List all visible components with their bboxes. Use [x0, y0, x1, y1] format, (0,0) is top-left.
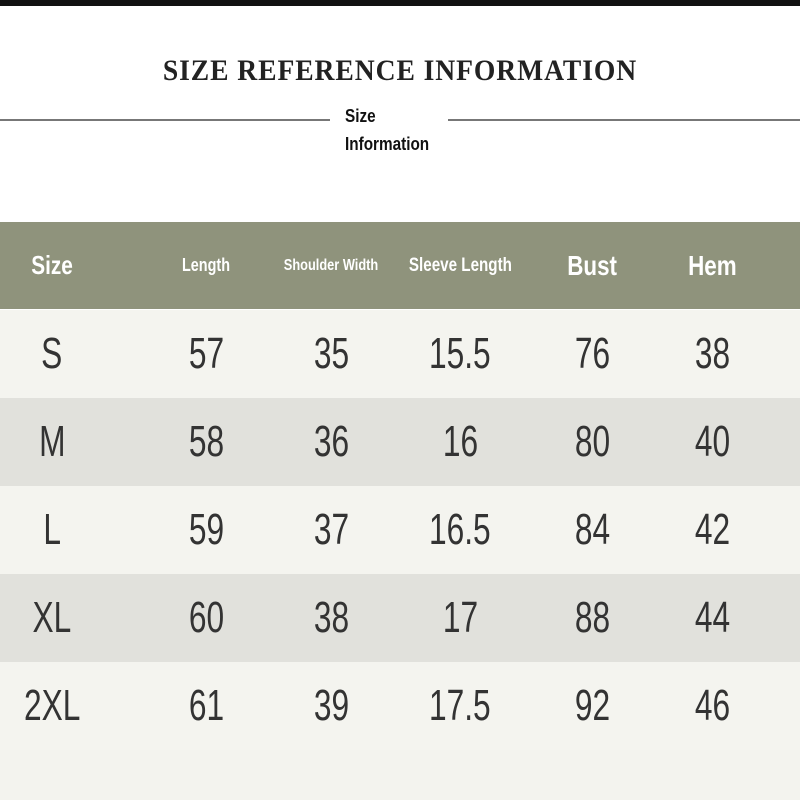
cell-value: 58 — [188, 417, 224, 466]
table-cell: 60 — [136, 574, 276, 662]
table-cell: 38 — [642, 310, 782, 398]
cell-value: XL — [32, 593, 72, 642]
table-cell: 35 — [261, 310, 401, 398]
cell-value: 42 — [694, 505, 730, 554]
column-header: Shoulder Width — [261, 222, 401, 309]
cell-value: S — [41, 329, 63, 378]
table-cell: 57 — [136, 310, 276, 398]
table-cell: 84 — [522, 486, 662, 574]
table-cell: 88 — [522, 574, 662, 662]
table-cell: XL — [0, 574, 122, 662]
table-cell: 76 — [522, 310, 662, 398]
cell-value: 88 — [574, 593, 610, 642]
cell-value: 36 — [313, 417, 349, 466]
table-cell: 15.5 — [390, 310, 530, 398]
cell-value: 16.5 — [429, 505, 491, 554]
column-header-label: Sleeve Length — [408, 254, 512, 276]
column-header: Size — [0, 222, 122, 309]
cell-value: 76 — [574, 329, 610, 378]
column-header-label: Bust — [567, 249, 617, 281]
cell-value: 17.5 — [429, 681, 491, 730]
table-cell: 80 — [522, 398, 662, 486]
cell-value: 59 — [188, 505, 224, 554]
table-cell: 36 — [261, 398, 401, 486]
cell-value: 38 — [313, 593, 349, 642]
cell-value: 84 — [574, 505, 610, 554]
table-cell: 17.5 — [390, 662, 530, 750]
divider-right — [448, 119, 800, 121]
table-cell: 40 — [642, 398, 782, 486]
table-cell: 2XL — [0, 662, 122, 750]
table-cell: 44 — [642, 574, 782, 662]
table-cell: M — [0, 398, 122, 486]
column-header: Hem — [642, 222, 782, 309]
column-header-label: Hem — [687, 249, 737, 281]
table-cell: S — [0, 310, 122, 398]
cell-value: 57 — [188, 329, 224, 378]
column-header-label: Shoulder Width — [283, 256, 379, 274]
cell-value: 46 — [694, 681, 730, 730]
subtitle-line-2: Information — [345, 134, 430, 154]
cell-value: 37 — [313, 505, 349, 554]
table-cell: 37 — [261, 486, 401, 574]
table-row: L 59 37 16.5 84 42 — [0, 486, 800, 574]
table-cell: 92 — [522, 662, 662, 750]
table-row: S 57 35 15.5 76 38 — [0, 310, 800, 398]
page-title: SIZE REFERENCE INFORMATION — [162, 54, 638, 87]
table-footer-space — [0, 750, 800, 800]
table-cell: 42 — [642, 486, 782, 574]
cell-value: 17 — [442, 593, 478, 642]
table-cell: 17 — [390, 574, 530, 662]
column-header: Sleeve Length — [390, 222, 530, 309]
subtitle-line-1: Size — [345, 106, 376, 126]
column-header-label: Size — [31, 250, 73, 280]
table-cell: 16 — [390, 398, 530, 486]
divider-left — [0, 119, 330, 121]
cell-value: 61 — [188, 681, 224, 730]
cell-value: 15.5 — [429, 329, 491, 378]
cell-value: 35 — [313, 329, 349, 378]
table-cell: 46 — [642, 662, 782, 750]
cell-value: 44 — [694, 593, 730, 642]
cell-value: 16 — [442, 417, 478, 466]
column-header-label: Length — [182, 255, 230, 275]
table-cell: 59 — [136, 486, 276, 574]
table-cell: 16.5 — [390, 486, 530, 574]
table-row: 2XL 61 39 17.5 92 46 — [0, 662, 800, 750]
cell-value: L — [43, 505, 61, 554]
table-cell: L — [0, 486, 122, 574]
column-header: Bust — [522, 222, 662, 309]
top-border — [0, 0, 800, 6]
table-cell: 38 — [261, 574, 401, 662]
cell-value: 38 — [694, 329, 730, 378]
cell-value: 80 — [574, 417, 610, 466]
cell-value: 40 — [694, 417, 730, 466]
cell-value: 2XL — [23, 681, 81, 730]
cell-value: 39 — [313, 681, 349, 730]
table-row: M 58 36 16 80 40 — [0, 398, 800, 486]
subtitle: Size Information — [345, 102, 429, 158]
cell-value: 60 — [188, 593, 224, 642]
cell-value: M — [38, 417, 66, 466]
table-header: Size Length Shoulder Width Sleeve Length Bus… — [0, 222, 800, 309]
table-cell: 39 — [261, 662, 401, 750]
table-cell: 61 — [136, 662, 276, 750]
table-cell: 58 — [136, 398, 276, 486]
cell-value: 92 — [574, 681, 610, 730]
column-header: Length — [136, 222, 276, 309]
table-row: XL 60 38 17 88 44 — [0, 574, 800, 662]
